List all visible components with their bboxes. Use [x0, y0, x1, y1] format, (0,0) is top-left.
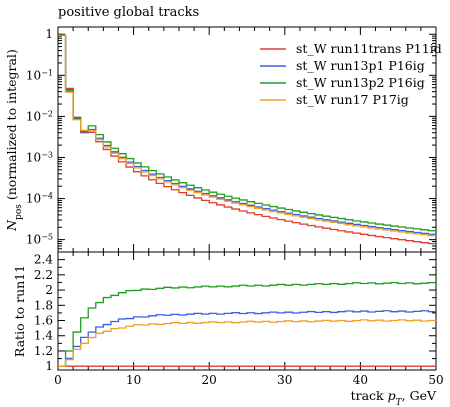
ratio-series-line	[58, 319, 436, 367]
main-series	[58, 34, 436, 245]
ratio-series	[58, 281, 436, 367]
x-tick-label: 50	[428, 373, 443, 387]
main-x-ticks	[57, 27, 437, 252]
x-tick-label: 30	[277, 373, 292, 387]
main-y-tick-label: 10−5	[26, 232, 53, 247]
main-panel: 1 10−1 10−2 10−3 10−4 10−5 st_W run11trans P1…	[4, 26, 442, 253]
main-series-line	[58, 34, 436, 232]
main-y-tick-label: 10−4	[26, 191, 53, 206]
legend-entry: st_W run11trans P11id	[296, 41, 442, 56]
main-y-tick-label: 10−1	[26, 68, 53, 83]
ratio-series-line	[58, 281, 436, 367]
legend-entry: st_W run17 P17ig	[296, 92, 409, 107]
ratio-y-tick-label: 1.2	[34, 344, 53, 358]
x-axis-label: track pT, GeV	[351, 388, 437, 407]
ratio-frame	[57, 251, 437, 371]
main-series-line	[58, 34, 436, 245]
legend-entry: st_W run13p2 P16ig	[296, 75, 425, 90]
ratio-y-tick-label: 1	[45, 359, 53, 373]
ratio-y-ticks: 11.21.41.6 1.822.22.4	[34, 253, 436, 373]
x-tick-label: 10	[126, 373, 141, 387]
ratio-panel: 11.21.41.6 1.822.22.4 0 10 20 30 40 50 Ratio t…	[12, 251, 444, 407]
main-y-tick-label: 10−2	[26, 109, 53, 124]
main-y-tick-label: 1	[45, 27, 53, 41]
main-series-line	[58, 34, 436, 237]
main-y-tick-label: 10−3	[26, 150, 53, 165]
ratio-y-tick-label: 2.4	[34, 253, 53, 267]
ratio-y-tick-label: 2	[45, 283, 53, 297]
x-tick-label: 40	[353, 373, 368, 387]
main-y-ticks: 1 10−1 10−2 10−3 10−4 10−5	[26, 27, 436, 253]
ratio-y-axis-label: Ratio to run11	[12, 265, 27, 357]
ratio-y-tick-label: 2.2	[34, 268, 53, 282]
legend-entry: st_W run13p1 P16ig	[296, 58, 425, 73]
ratio-series-line	[58, 310, 436, 367]
main-y-axis-label: Npos (normalized to integral)	[4, 49, 24, 232]
x-tick-label: 0	[54, 373, 62, 387]
ratio-y-tick-label: 1.8	[34, 298, 53, 312]
legend: st_W run11trans P11id st_W run13p1 P16ig s…	[260, 41, 442, 107]
x-tick-label: 20	[202, 373, 217, 387]
chart-title: positive global tracks	[58, 5, 199, 20]
ratio-y-tick-label: 1.4	[34, 329, 53, 343]
ratio-y-tick-label: 1.6	[34, 314, 53, 328]
